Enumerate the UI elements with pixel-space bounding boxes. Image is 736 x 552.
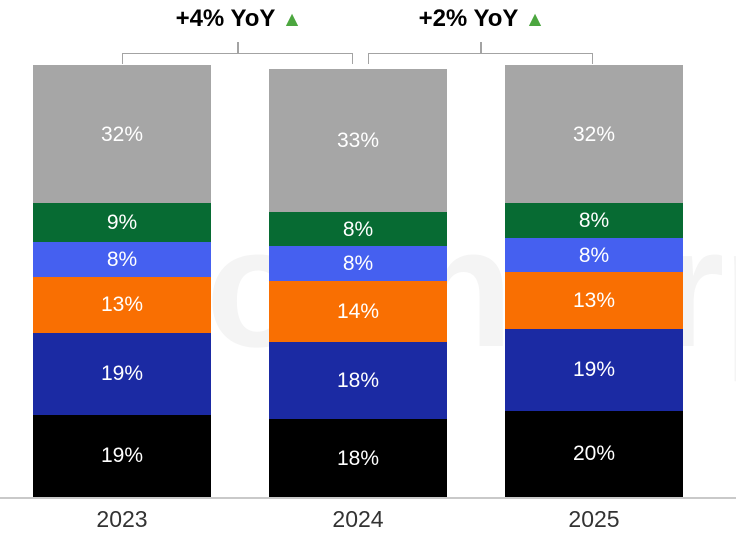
bar-segment-blue-2024: 8% xyxy=(269,246,447,282)
segment-value-label: 8% xyxy=(342,217,374,241)
bracket-line xyxy=(122,53,353,64)
bar-segment-orange-2023: 13% xyxy=(33,276,211,333)
bar-segment-black-2025: 20% xyxy=(505,410,683,497)
bracket-stem xyxy=(480,42,482,53)
x-axis-label-2023: 2023 xyxy=(96,506,148,532)
bar-segment-navy-2023: 19% xyxy=(33,332,211,415)
bar-segment-green-2024: 8% xyxy=(269,211,447,247)
bracket-stem xyxy=(237,42,239,53)
bar-segment-orange-2024: 14% xyxy=(269,281,447,342)
bar-segment-gray-2023: 32% xyxy=(33,65,211,204)
segment-value-label: 18% xyxy=(336,368,380,392)
bar-segment-black-2024: 18% xyxy=(269,419,447,497)
up-triangle-icon: ▲ xyxy=(281,8,303,31)
bar-segment-orange-2025: 13% xyxy=(505,272,683,329)
segment-value-label: 33% xyxy=(336,129,380,153)
bar-segment-blue-2025: 8% xyxy=(505,237,683,273)
segment-value-label: 8% xyxy=(578,243,610,267)
bar-segment-black-2023: 19% xyxy=(33,414,211,497)
bar-segment-navy-2025: 19% xyxy=(505,328,683,411)
segment-value-label: 19% xyxy=(572,358,616,382)
x-axis-line xyxy=(0,497,736,499)
segment-value-label: 8% xyxy=(106,247,138,271)
yoy-value-label: +2% YoY xyxy=(418,5,518,32)
yoy-value-label: +4% YoY xyxy=(175,5,275,32)
segment-value-label: 18% xyxy=(336,446,380,470)
bar-segment-gray-2024: 33% xyxy=(269,69,447,212)
up-triangle-icon: ▲ xyxy=(524,8,546,31)
bar-segment-green-2023: 9% xyxy=(33,203,211,243)
segment-value-label: 19% xyxy=(100,444,144,468)
x-axis-label-2024: 2024 xyxy=(332,506,384,532)
yoy-annotation-text: +2% YoY ▲ xyxy=(419,5,546,33)
bar-2025: 32% 8% 8% 13% 19% 20% xyxy=(505,65,683,497)
segment-value-label: 9% xyxy=(106,211,138,235)
segment-value-label: 14% xyxy=(336,299,380,323)
segment-value-label: 13% xyxy=(572,288,616,312)
bar-segment-blue-2023: 8% xyxy=(33,242,211,277)
bar-2023: 32% 9% 8% 13% 19% 19% xyxy=(33,65,211,497)
bar-segment-green-2025: 8% xyxy=(505,203,683,238)
x-axis-label-2025: 2025 xyxy=(568,506,620,532)
bar-2024: 33% 8% 8% 14% 18% 18% xyxy=(269,69,447,497)
segment-value-label: 8% xyxy=(578,209,610,233)
segment-value-label: 8% xyxy=(342,252,374,276)
bracket-line xyxy=(368,53,593,64)
segment-value-label: 20% xyxy=(572,442,616,466)
segment-value-label: 19% xyxy=(100,362,144,386)
segment-value-label: 13% xyxy=(100,293,144,317)
segment-value-label: 32% xyxy=(572,122,616,146)
bar-segment-gray-2025: 32% xyxy=(505,65,683,204)
segment-value-label: 32% xyxy=(100,122,144,146)
yoy-annotation-text: +4% YoY ▲ xyxy=(176,5,303,33)
bar-segment-navy-2024: 18% xyxy=(269,341,447,420)
